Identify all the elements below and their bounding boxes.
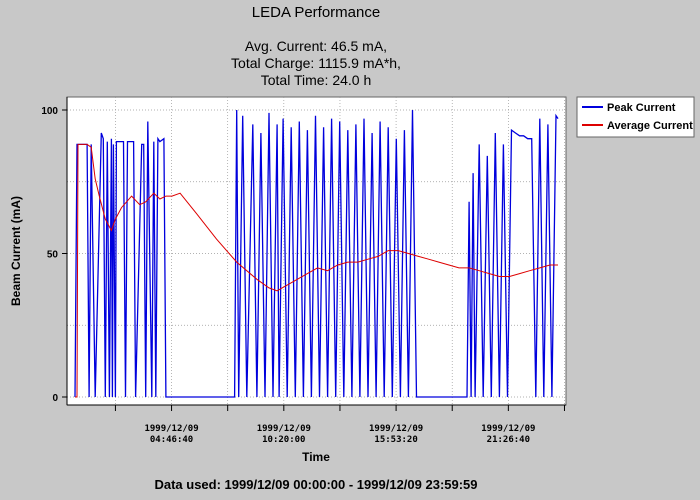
x-tick-time: 15:53:20 xyxy=(374,435,417,445)
axes xyxy=(66,97,566,406)
legend-peak-label: Peak Current xyxy=(607,102,676,114)
legend-average-label: Average Current xyxy=(607,120,693,132)
title-block: LEDA Performance Avg. Current: 46.5 mA, … xyxy=(0,4,632,89)
total-charge-line: Total Charge: 1115.9 mA*h, xyxy=(231,55,401,71)
y-tick-label: 50 xyxy=(47,250,59,261)
x-tick-time: 10:20:00 xyxy=(262,435,305,445)
chart-title: LEDA Performance xyxy=(251,4,381,21)
total-time-line: Total Time: 24.0 h xyxy=(260,72,372,88)
x-tick-time: 04:46:40 xyxy=(150,435,193,445)
series-average-current xyxy=(75,143,558,398)
x-axis-title: Time xyxy=(302,450,330,464)
x-tick-date: 1999/12/09 xyxy=(144,424,198,434)
y-tick-label: 100 xyxy=(41,106,58,117)
x-ticks: 1999/12/0904:46:401999/12/0910:20:001999… xyxy=(114,405,565,445)
x-tick-time: 21:26:40 xyxy=(487,435,530,445)
legend-box xyxy=(576,96,695,138)
y-ticks: 0 50 100 xyxy=(41,106,67,404)
x-tick-date: 1999/12/09 xyxy=(481,424,535,434)
x-tick-date: 1999/12/09 xyxy=(369,424,423,434)
avg-current-line: Avg. Current: 46.5 mA, xyxy=(244,38,388,54)
y-tick-label: 0 xyxy=(52,393,58,404)
data-used-footer: Data used: 1999/12/09 00:00:00 - 1999/12… xyxy=(154,477,478,492)
y-axis-title: Beam Current (mA) xyxy=(9,196,23,306)
series-layer xyxy=(74,109,559,398)
series-peak-current xyxy=(74,109,559,398)
legend: Peak Current Average Current xyxy=(576,96,695,138)
x-tick-date: 1999/12/09 xyxy=(257,424,311,434)
